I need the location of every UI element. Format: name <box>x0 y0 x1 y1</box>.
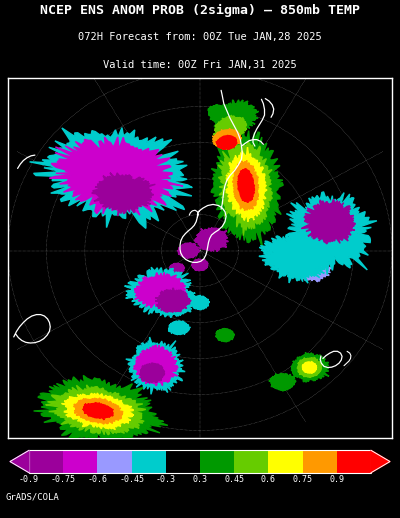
Text: 0.6: 0.6 <box>261 475 276 484</box>
Bar <box>268 450 303 473</box>
Polygon shape <box>140 363 165 383</box>
Text: -0.9: -0.9 <box>19 475 39 484</box>
Bar <box>200 450 234 473</box>
Polygon shape <box>371 450 390 473</box>
Bar <box>132 450 166 473</box>
Polygon shape <box>169 263 185 274</box>
Polygon shape <box>211 128 283 249</box>
Bar <box>63 450 98 473</box>
Bar <box>337 450 371 473</box>
Text: -0.45: -0.45 <box>119 475 144 484</box>
Polygon shape <box>218 141 272 236</box>
Text: -0.75: -0.75 <box>51 475 76 484</box>
Text: GrADS/COLA: GrADS/COLA <box>6 492 60 501</box>
Polygon shape <box>168 321 190 335</box>
Text: 0.45: 0.45 <box>224 475 244 484</box>
Polygon shape <box>30 127 192 228</box>
Polygon shape <box>126 337 185 394</box>
Bar <box>303 450 337 473</box>
Polygon shape <box>34 376 168 448</box>
Polygon shape <box>208 105 226 119</box>
Text: 0.75: 0.75 <box>293 475 313 484</box>
Text: NCEP ENS ANOM PROB (2sigma) – 850mb TEMP: NCEP ENS ANOM PROB (2sigma) – 850mb TEMP <box>40 4 360 17</box>
Polygon shape <box>92 172 155 216</box>
Bar <box>29 450 371 473</box>
Polygon shape <box>147 285 196 318</box>
Polygon shape <box>155 288 191 312</box>
Polygon shape <box>191 295 210 310</box>
Bar <box>29 450 63 473</box>
Polygon shape <box>124 267 192 314</box>
Bar <box>98 450 132 473</box>
Polygon shape <box>133 345 178 386</box>
Bar <box>234 450 268 473</box>
Polygon shape <box>216 135 237 150</box>
Text: -0.6: -0.6 <box>87 475 107 484</box>
Polygon shape <box>302 199 355 244</box>
Polygon shape <box>216 328 234 342</box>
Polygon shape <box>213 116 247 141</box>
Polygon shape <box>134 272 186 308</box>
Polygon shape <box>269 373 296 391</box>
Polygon shape <box>297 357 322 378</box>
Polygon shape <box>232 161 259 211</box>
Text: Valid time: 00Z Fri JAN,31 2025: Valid time: 00Z Fri JAN,31 2025 <box>103 60 297 70</box>
Text: 0.9: 0.9 <box>329 475 344 484</box>
Polygon shape <box>291 353 329 382</box>
Polygon shape <box>302 362 316 373</box>
Text: 072H Forecast from: 00Z Tue JAN,28 2025: 072H Forecast from: 00Z Tue JAN,28 2025 <box>78 32 322 41</box>
Polygon shape <box>226 147 267 222</box>
Bar <box>166 450 200 473</box>
Polygon shape <box>238 168 255 203</box>
Polygon shape <box>210 100 259 134</box>
Polygon shape <box>82 402 113 420</box>
Polygon shape <box>212 128 242 149</box>
Polygon shape <box>62 393 134 429</box>
Text: 0.3: 0.3 <box>192 475 208 484</box>
Text: -0.3: -0.3 <box>156 475 176 484</box>
Polygon shape <box>259 235 330 283</box>
Polygon shape <box>74 398 123 424</box>
Polygon shape <box>10 450 29 473</box>
Polygon shape <box>286 192 377 275</box>
Polygon shape <box>46 385 146 435</box>
Polygon shape <box>192 259 208 271</box>
Polygon shape <box>49 137 183 215</box>
Polygon shape <box>194 227 228 252</box>
Polygon shape <box>177 243 200 259</box>
Polygon shape <box>284 251 332 282</box>
